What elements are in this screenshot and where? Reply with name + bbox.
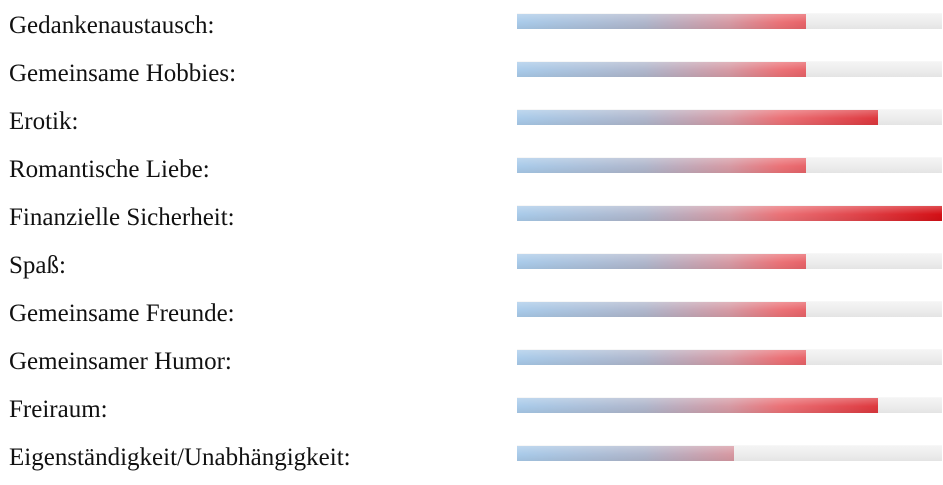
rating-bar-fill — [517, 62, 806, 77]
rating-bar-fill — [517, 14, 806, 29]
rating-label: Gemeinsame Freunde: — [9, 300, 235, 327]
rating-row: Spaß: — [0, 245, 943, 293]
rating-label: Freiraum: — [9, 396, 108, 423]
rating-bar — [517, 109, 942, 125]
rating-label: Finanzielle Sicherheit: — [9, 204, 235, 231]
rating-bar-fill — [517, 110, 879, 125]
rating-bar-fill — [517, 254, 806, 269]
rating-bar — [517, 157, 942, 173]
rating-label: Gemeinsame Hobbies: — [9, 60, 237, 87]
rating-bar-fill — [517, 350, 806, 365]
rating-bar — [517, 13, 942, 29]
rating-row: Erotik: — [0, 101, 943, 149]
rating-row: Finanzielle Sicherheit: — [0, 197, 943, 245]
rating-label: Gedankenaustausch: — [9, 12, 215, 39]
rating-bar-fill — [517, 206, 942, 221]
rating-bar — [517, 301, 942, 317]
rating-bar — [517, 397, 942, 413]
rating-bar-fill — [517, 446, 734, 461]
rating-row: Romantische Liebe: — [0, 149, 943, 197]
rating-row: Gemeinsame Hobbies: — [0, 53, 943, 101]
rating-bar-fill — [517, 158, 806, 173]
rating-bar — [517, 349, 942, 365]
rating-row: Freiraum: — [0, 389, 943, 437]
rating-bar — [517, 253, 942, 269]
rating-row: Gedankenaustausch: — [0, 5, 943, 53]
rating-label: Spaß: — [9, 252, 66, 279]
rating-label: Gemeinsamer Humor: — [9, 348, 232, 375]
rating-label: Eigenständigkeit/Unabhängigkeit: — [9, 444, 351, 471]
rating-bar — [517, 445, 942, 461]
rating-label: Erotik: — [9, 108, 79, 135]
rating-bar-fill — [517, 398, 879, 413]
rating-row: Gemeinsame Freunde: — [0, 293, 943, 341]
rating-bar — [517, 61, 942, 77]
rating-bar-fill — [517, 302, 806, 317]
rating-label: Romantische Liebe: — [9, 156, 210, 183]
ratings-list: Gedankenaustausch: Gemeinsame Hobbies: E… — [0, 5, 943, 485]
rating-bar — [517, 205, 942, 221]
rating-row: Gemeinsamer Humor: — [0, 341, 943, 389]
rating-row: Eigenständigkeit/Unabhängigkeit: — [0, 437, 943, 485]
